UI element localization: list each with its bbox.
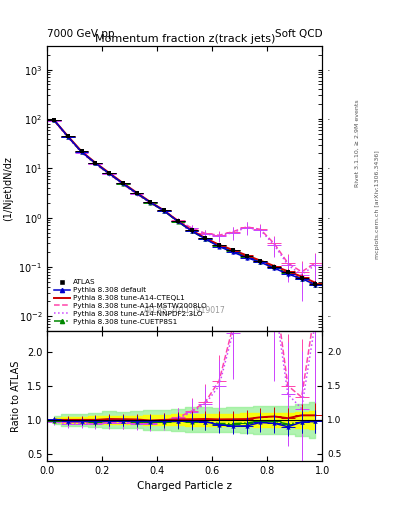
Text: Rivet 3.1.10, ≥ 2.9M events: Rivet 3.1.10, ≥ 2.9M events xyxy=(355,99,360,187)
Text: Soft QCD: Soft QCD xyxy=(275,29,322,39)
Legend: ATLAS, Pythia 8.308 default, Pythia 8.308 tune-A14-CTEQL1, Pythia 8.308 tune-A14: ATLAS, Pythia 8.308 default, Pythia 8.30… xyxy=(51,276,210,328)
Y-axis label: Ratio to ATLAS: Ratio to ATLAS xyxy=(11,360,21,432)
Text: mcplots.cern.ch [arXiv:1306.3436]: mcplots.cern.ch [arXiv:1306.3436] xyxy=(375,151,380,259)
Text: 7000 GeV pp: 7000 GeV pp xyxy=(47,29,115,39)
X-axis label: Charged Particle z: Charged Particle z xyxy=(137,481,232,491)
Text: ATLAS_2011_I919017: ATLAS_2011_I919017 xyxy=(144,305,226,314)
Title: Momentum fraction z(track jets): Momentum fraction z(track jets) xyxy=(95,34,275,44)
Y-axis label: (1/Njet)dN/dz: (1/Njet)dN/dz xyxy=(3,156,13,221)
